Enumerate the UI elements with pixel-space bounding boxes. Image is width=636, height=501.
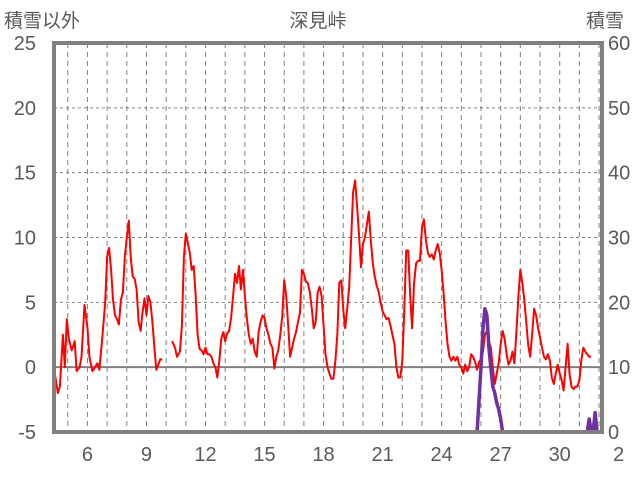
y-tick-left: 0: [25, 357, 36, 379]
x-tick: 18: [312, 444, 334, 466]
x-tick: 12: [194, 444, 216, 466]
y-ticks-left: -5 0 5 10 15 20 25: [14, 33, 36, 444]
y-tick-right: 30: [608, 228, 630, 250]
y-tick-right: 50: [608, 98, 630, 120]
x-tick: 24: [431, 444, 453, 466]
y-tick-right: 0: [608, 422, 619, 444]
y-axis-right-label: 積雪: [586, 10, 624, 32]
y-tick-left: 5: [25, 292, 36, 314]
y-tick-left: 20: [14, 98, 36, 120]
x-tick: 15: [253, 444, 275, 466]
series-group: [53, 179, 601, 434]
plot-frame: [52, 41, 604, 434]
x-tick: 27: [490, 444, 512, 466]
gridlines: [54, 43, 602, 432]
x-tick: 21: [371, 444, 393, 466]
x-tick: 6: [82, 444, 93, 466]
chart-title: 深見峠: [289, 10, 346, 32]
y-tick-left: 25: [14, 33, 36, 55]
y-ticks-right: 0 10 20 30 40 50 60: [608, 33, 630, 444]
x-tick: 2: [613, 444, 624, 466]
series-line: [53, 219, 163, 395]
series-line: [171, 179, 592, 392]
x-ticks: 6 9 12 15 18 21 24 27 30 2: [82, 444, 624, 466]
x-tick: 30: [549, 444, 571, 466]
x-tick: 9: [141, 444, 152, 466]
y-tick-right: 40: [608, 163, 630, 185]
y-tick-right: 20: [608, 292, 630, 314]
y-axis-left-label: 積雪以外: [4, 10, 80, 32]
y-tick-right: 10: [608, 357, 630, 379]
y-tick-left: 10: [14, 228, 36, 250]
y-tick-right: 60: [608, 33, 630, 55]
y-tick-left: 15: [14, 163, 36, 185]
y-tick-left: -5: [18, 422, 36, 444]
